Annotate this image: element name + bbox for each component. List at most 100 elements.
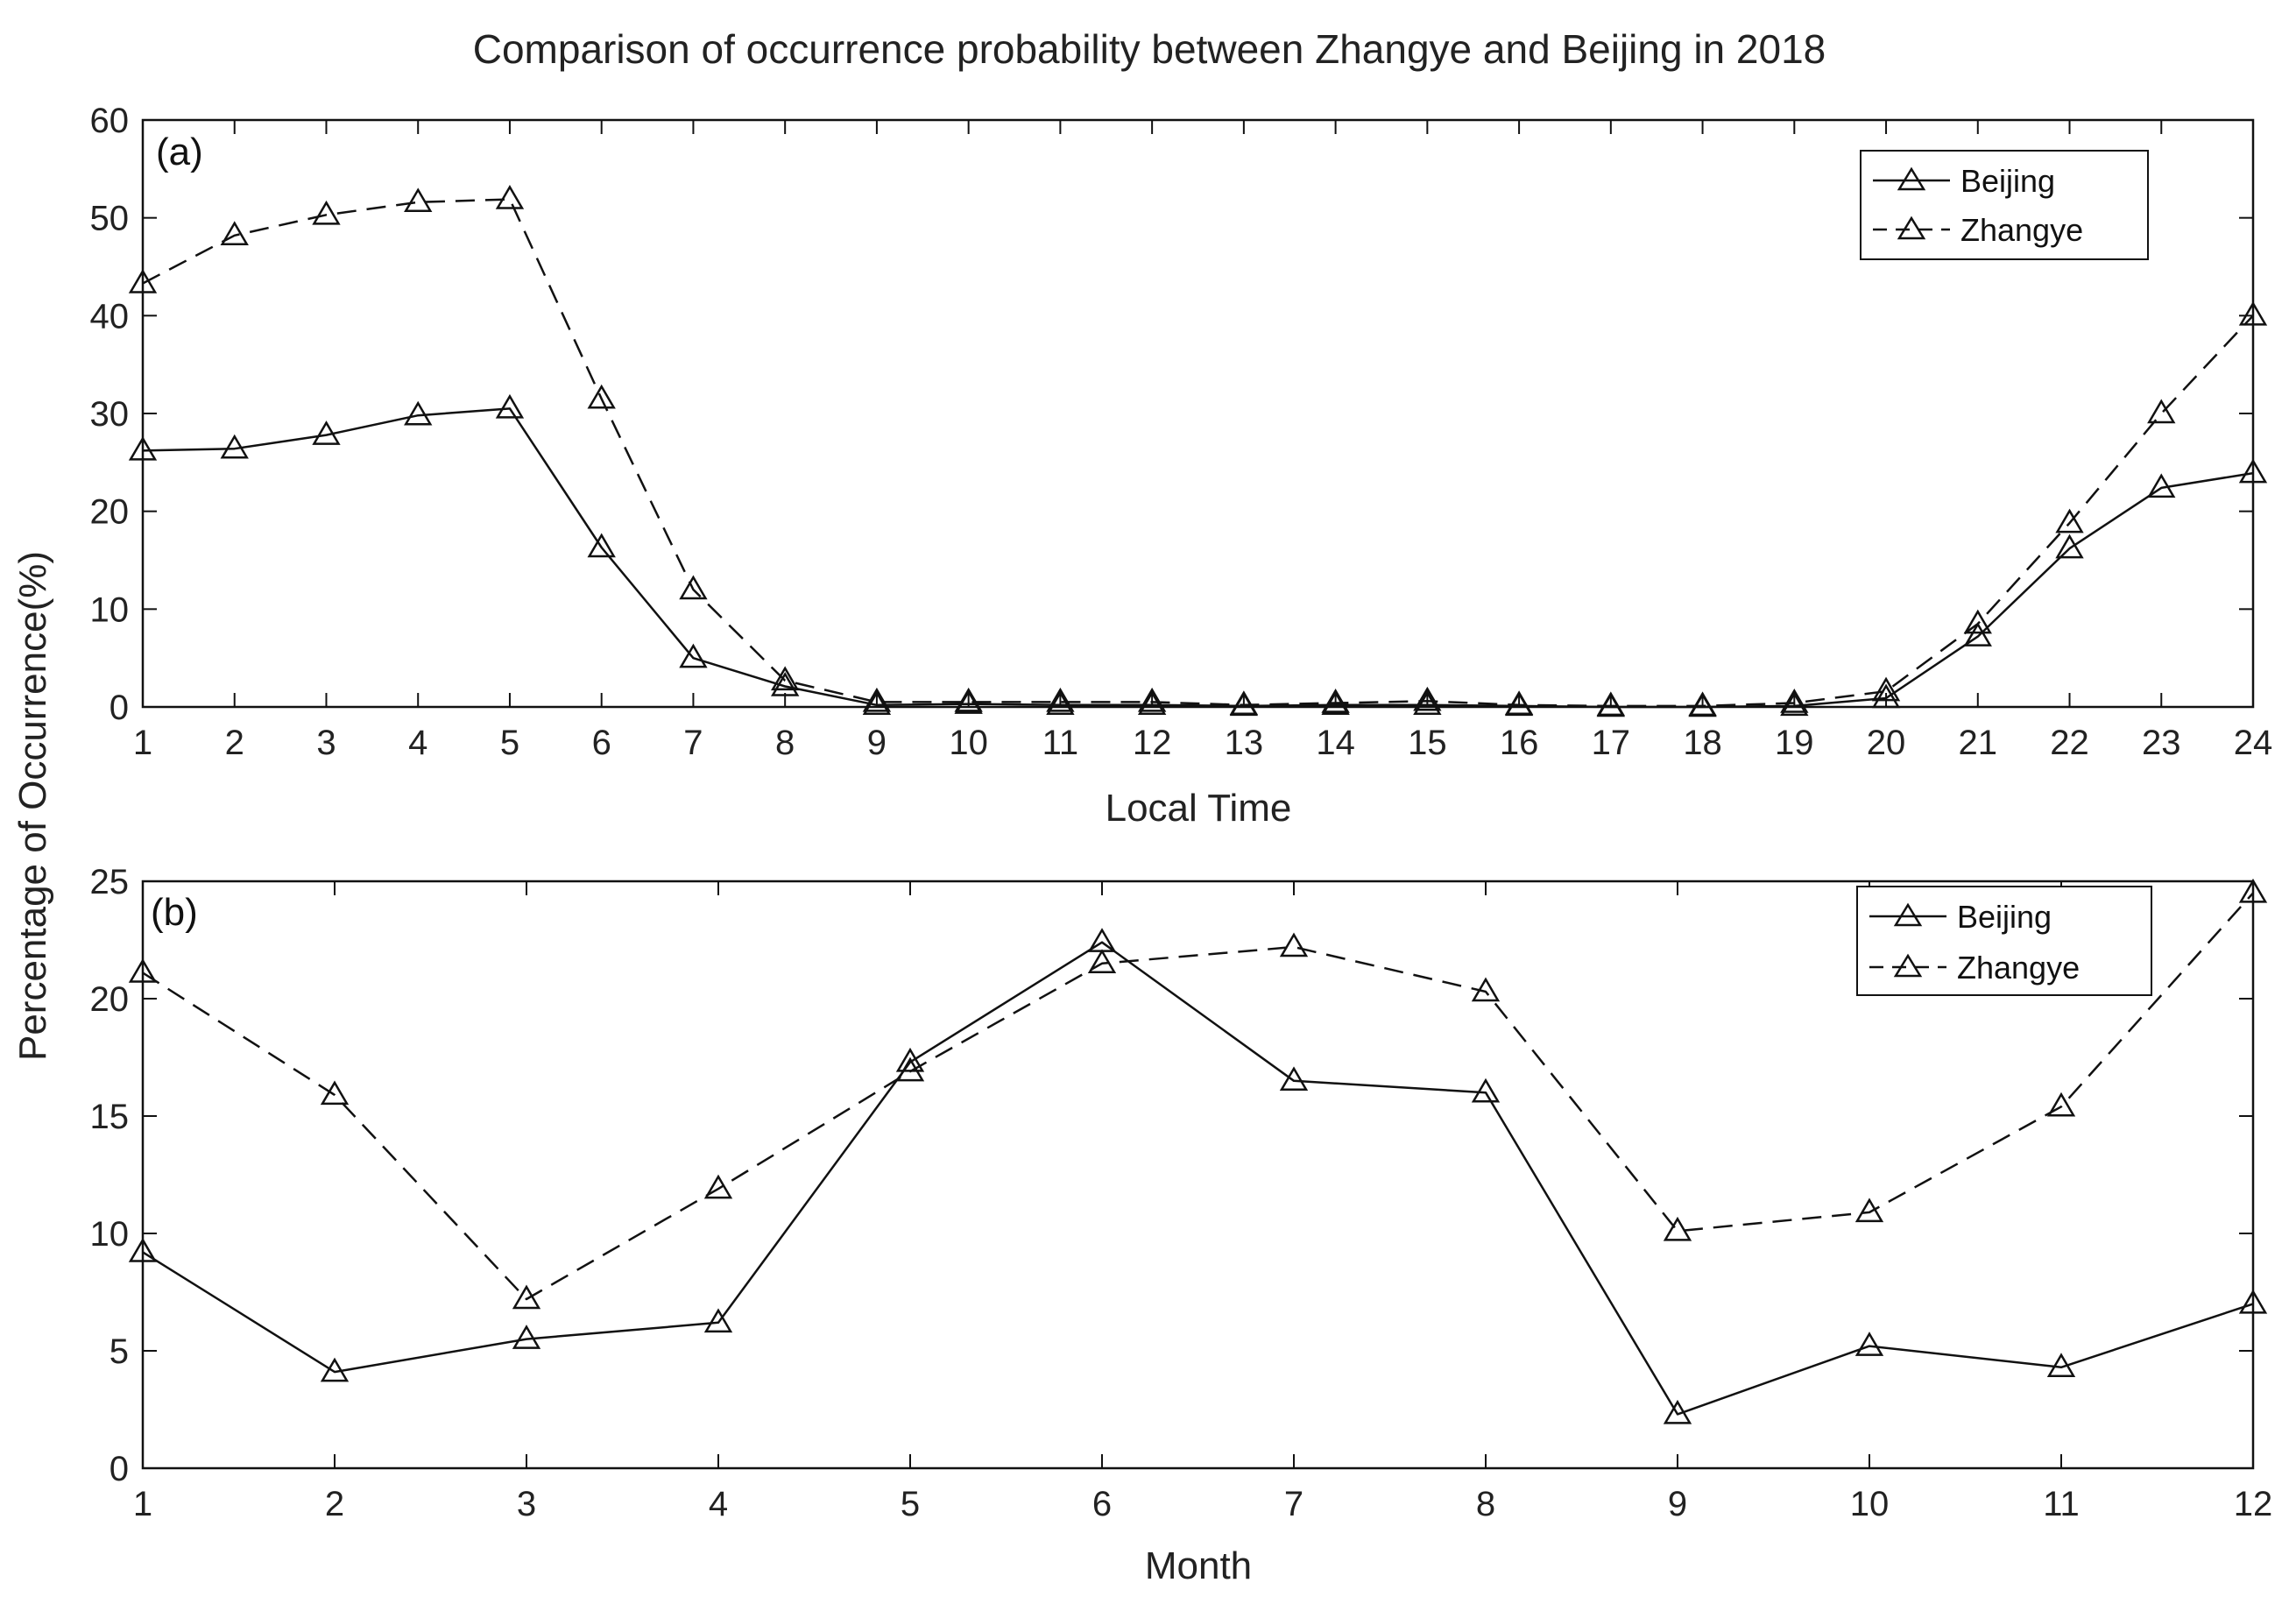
panel-b-series-line-beijing (142, 941, 2254, 1416)
panel-a-x-axis-label: Local Time (1106, 787, 1292, 830)
panel-a-x-tick-label: 7 (683, 724, 703, 762)
panel-a-series-layer (128, 184, 2268, 717)
panel-b-label: (b) (151, 891, 198, 934)
panel-b-data-point-zhangye (2046, 1092, 2076, 1117)
chart-title: Comparison of occurrence probability bet… (473, 26, 1826, 72)
panel-b-data-point-zhangye (703, 1174, 733, 1199)
panel-a-legend-marker-zhangye (1897, 216, 1926, 240)
panel-a-data-point-zhangye (1321, 689, 1350, 713)
panel-a-tick-labels: 1 2 3 4 5 6 7 8 9 10 11 12 13 14 15 16 17 18 19 20 21 22 23 240… (90, 102, 2273, 762)
panel-a-x-tick-label: 18 (1683, 724, 1722, 762)
panel-a-legend-box (1860, 150, 2149, 260)
panel-b-data-point-beijing (512, 1325, 541, 1349)
panel-a-y-tick-label: 50 (90, 200, 130, 238)
panel-a-x-tick-label: 19 (1775, 724, 1814, 762)
panel-a-data-point-beijing (1413, 690, 1442, 716)
panel-a-x-tick-label: 20 (1867, 724, 1906, 762)
panel-a-data-point-beijing (2238, 458, 2268, 484)
panel-a-axes (141, 118, 2255, 709)
panel-a-data-point-beijing (495, 393, 525, 419)
panel-a-data-point-beijing (862, 690, 892, 716)
panel-a-x-tick-label: 11 (1042, 724, 1079, 762)
panel-b-data-point-beijing (2046, 1353, 2076, 1378)
panel-b-legend: Beijing Zhangye (1856, 886, 2152, 996)
panel-b-legend-label-zhangye: Zhangye (1957, 950, 2080, 986)
panel-a-x-tick-label: 17 (1592, 724, 1631, 762)
panel-b-y-tick-label: 25 (90, 863, 130, 901)
panel-b-data-point-beijing (1279, 1066, 1309, 1092)
panel-a-x-tick-label: 22 (2050, 724, 2089, 762)
panel-b-axes (141, 880, 2255, 1470)
panel-b-data-point-beijing (703, 1308, 733, 1333)
panel-b-data-point-zhangye (1663, 1216, 1692, 1241)
panel-a-data-point-beijing (312, 420, 341, 445)
panel-b-data-point-beijing (1471, 1078, 1501, 1103)
panel-b-data-point-zhangye (1087, 949, 1117, 974)
panel-a-data-point-zhangye (679, 575, 708, 600)
panel-b-data-point-zhangye (2238, 878, 2268, 903)
panel-a-data-point-zhangye (2055, 508, 2084, 533)
panel-b-y-tick-label: 5 (110, 1332, 129, 1371)
panel-a-x-tick-label: 15 (1408, 724, 1447, 762)
panel-a-data-point-zhangye (312, 200, 341, 225)
panel-b-x-tick-label: 5 (901, 1485, 920, 1523)
panel-a-y-tick-label: 0 (110, 689, 129, 727)
panel-a-data-point-beijing (587, 533, 616, 558)
panel-a-data-point-beijing (770, 672, 800, 696)
panel-b-y-tick-label: 15 (90, 1098, 130, 1136)
panel-a-legend-label-beijing: Beijing (1960, 163, 2055, 199)
panel-b-x-tick-label: 8 (1476, 1485, 1495, 1523)
panel-b-data-point-beijing (1663, 1399, 1692, 1424)
panel-a-legend-marker-beijing (1897, 166, 1926, 191)
panel-a-data-point-beijing (220, 434, 249, 459)
panel-a-data-point-zhangye (495, 184, 525, 209)
panel-a-data-point-zhangye (2238, 300, 2268, 326)
panel-b-legend-box (1856, 886, 2152, 996)
panel-a-x-tick-label: 14 (1316, 724, 1355, 762)
panel-a-series-line-beijing (142, 407, 2254, 709)
panel-a-x-tick-label: 12 (1133, 724, 1172, 762)
panel-b-x-tick-label: 7 (1284, 1485, 1303, 1523)
panel-b-x-tick-label: 12 (2234, 1485, 2273, 1523)
panel-b-data-point-zhangye (512, 1284, 541, 1310)
panel-b-data-point-beijing (2238, 1289, 2268, 1314)
panel-a-x-tick-label: 2 (225, 724, 244, 762)
panel-b-data-point-zhangye (128, 958, 158, 983)
y-axis-label: Percentage of Occurrence(%) (11, 551, 54, 1061)
panel-b-x-axis-label: Month (1145, 1544, 1252, 1587)
panel-a-x-tick-label: 6 (592, 724, 611, 762)
panel-b-x-tick-label: 11 (2043, 1485, 2080, 1523)
panel-a-series-line-zhangye (142, 198, 2254, 708)
panel-b-series-layer (128, 878, 2268, 1424)
panel-a-data-point-zhangye (1780, 689, 1809, 713)
panel-a-data-point-zhangye (862, 687, 892, 712)
panel-a-data-point-beijing (404, 400, 433, 426)
panel-a-legend: Beijing Zhangye (1860, 150, 2149, 260)
panel-a-data-point-zhangye (1871, 676, 1901, 702)
panel-b-data-point-zhangye (320, 1080, 350, 1106)
panel-b-x-tick-label: 3 (517, 1485, 536, 1523)
panel-a-data-point-beijing (128, 435, 158, 461)
panel-b-legend-marker-beijing (1893, 902, 1923, 927)
panel-a-data-point-zhangye (1046, 687, 1075, 712)
panel-a-data-point-beijing (1046, 690, 1075, 716)
panel-b-legend-marker-zhangye (1893, 953, 1923, 978)
panel-a-y-tick-label: 10 (90, 590, 130, 629)
panel-a-data-point-zhangye (770, 666, 800, 691)
panel-b-y-tick-label: 0 (110, 1450, 129, 1488)
panel-a-y-tick-label: 30 (90, 395, 130, 434)
panel-b-data-point-beijing (1854, 1332, 1884, 1356)
panel-a-data-point-beijing (1871, 683, 1901, 709)
panel-a-data-point-zhangye (128, 269, 158, 293)
panel-a-legend-label-zhangye: Zhangye (1960, 212, 2083, 248)
panel-a-y-tick-label: 60 (90, 102, 130, 140)
panel-a-x-tick-label: 16 (1500, 724, 1539, 762)
panel-a-x-tick-label: 21 (1959, 724, 1998, 762)
panel-a-x-tick-label: 23 (2142, 724, 2181, 762)
panel-b-x-tick-label: 2 (325, 1485, 344, 1523)
panel-b-x-tick-label: 10 (1850, 1485, 1890, 1523)
panel-a-label: (a) (156, 131, 203, 173)
